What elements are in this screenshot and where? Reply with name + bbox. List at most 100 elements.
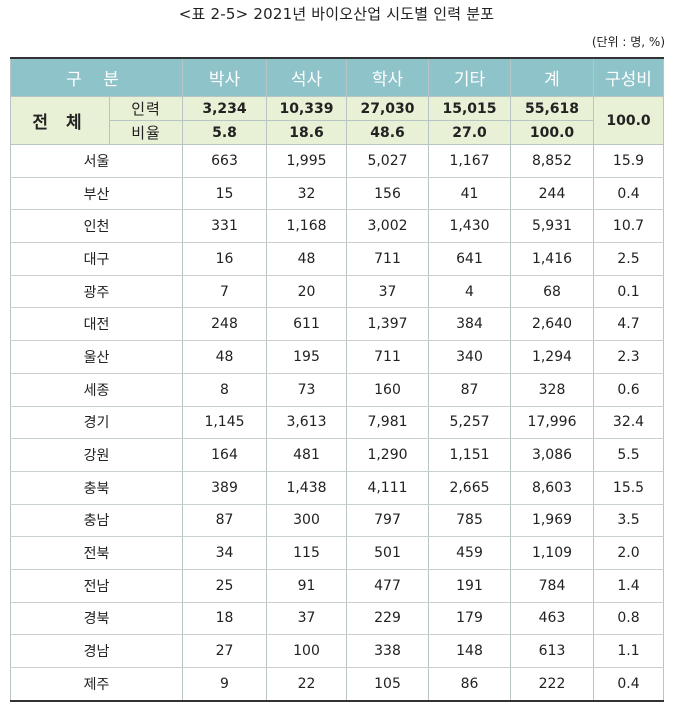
- table-cell: 0.6: [593, 372, 664, 407]
- table-cell: 222: [510, 666, 594, 702]
- table-cell: 338: [346, 634, 429, 668]
- table-cell: 229: [346, 601, 429, 636]
- header-col-total: 계: [510, 57, 594, 97]
- table-cell: 1,397: [346, 307, 429, 342]
- region-name: 충북: [10, 470, 183, 505]
- region-name: 대전: [10, 307, 183, 342]
- table-cell: 32: [266, 176, 347, 211]
- table-cell: 20: [266, 274, 347, 309]
- table-cell: 91: [266, 568, 347, 603]
- table-row: 제주 9 22 105 86 222 0.4: [10, 666, 664, 702]
- table-cell: 0.1: [593, 274, 664, 309]
- total-label: 전 체: [10, 96, 110, 145]
- header-row: 구 분 박사 석사 학사 기타 계 구성비: [10, 57, 664, 97]
- table-cell: 3,613: [266, 405, 347, 440]
- table-row: 광주 7 20 37 4 68 0.1: [10, 274, 664, 309]
- table-cell: 48: [266, 242, 347, 276]
- table-cell: 244: [510, 176, 594, 211]
- table-cell: 1,167: [428, 144, 511, 178]
- table-cell: 300: [266, 503, 347, 538]
- table-cell: 501: [346, 536, 429, 570]
- table-cell: 463: [510, 601, 594, 636]
- total-sublabel-workforce: 인력: [109, 96, 183, 121]
- table-cell: 37: [266, 601, 347, 636]
- total-cell: 55,618: [510, 96, 594, 121]
- header-col-masters: 석사: [266, 57, 347, 97]
- table-row: 강원 164 481 1,290 1,151 3,086 5.5: [10, 438, 664, 472]
- table-cell: 4: [428, 274, 511, 309]
- table-row: 부산 15 32 156 41 244 0.4: [10, 176, 664, 211]
- table-cell: 1,151: [428, 438, 511, 472]
- table-row: 울산 48 195 711 340 1,294 2.3: [10, 340, 664, 374]
- table-cell: 115: [266, 536, 347, 570]
- table-cell: 86: [428, 666, 511, 702]
- table-cell: 8,852: [510, 144, 594, 178]
- header-col-ratio: 구성비: [593, 57, 664, 97]
- header-category: 구 분: [10, 57, 183, 97]
- table-cell: 328: [510, 372, 594, 407]
- region-name: 경남: [10, 634, 183, 668]
- table-cell: 2,640: [510, 307, 594, 342]
- total-cell: 27,030: [346, 96, 429, 121]
- region-name: 세종: [10, 372, 183, 407]
- table-cell: 384: [428, 307, 511, 342]
- table-cell: 32.4: [593, 405, 664, 440]
- table-cell: 105: [346, 666, 429, 702]
- table-cell: 5,257: [428, 405, 511, 440]
- table-row: 인천 331 1,168 3,002 1,430 5,931 10.7: [10, 209, 664, 244]
- region-name: 전북: [10, 536, 183, 570]
- table-cell: 1,294: [510, 340, 594, 374]
- table-cell: 2.3: [593, 340, 664, 374]
- table-cell: 613: [510, 634, 594, 668]
- table-cell: 68: [510, 274, 594, 309]
- region-name: 충남: [10, 503, 183, 538]
- table-cell: 15.5: [593, 470, 664, 505]
- table-cell: 785: [428, 503, 511, 538]
- table-cell: 48: [182, 340, 267, 374]
- table-cell: 477: [346, 568, 429, 603]
- total-row-share: 비율 5.8 18.6 48.6 27.0 100.0: [11, 120, 664, 145]
- table-row: 충남 87 300 797 785 1,969 3.5: [10, 503, 664, 538]
- table-cell: 1.1: [593, 634, 664, 668]
- table-cell: 1,995: [266, 144, 347, 178]
- table-cell: 15: [182, 176, 267, 211]
- total-cell: 10,339: [266, 96, 347, 121]
- table-cell: 5,027: [346, 144, 429, 178]
- region-name: 부산: [10, 176, 183, 211]
- table-row: 경남 27 100 338 148 613 1.1: [10, 634, 664, 668]
- total-cell: 15,015: [428, 96, 511, 121]
- table-cell: 663: [182, 144, 267, 178]
- table-cell: 481: [266, 438, 347, 472]
- table-cell: 160: [346, 372, 429, 407]
- table-cell: 3.5: [593, 503, 664, 538]
- total-row-workforce: 전 체 인력 3,234 10,339 27,030 15,015 55,618…: [10, 96, 664, 145]
- table-cell: 711: [346, 340, 429, 374]
- table-cell: 4,111: [346, 470, 429, 505]
- total-cell: 27.0: [428, 120, 511, 145]
- table-cell: 5.5: [593, 438, 664, 472]
- table-cell: 0.4: [593, 176, 664, 211]
- table-row: 경기 1,145 3,613 7,981 5,257 17,996 32.4: [10, 405, 664, 440]
- table-cell: 73: [266, 372, 347, 407]
- table-cell: 16: [182, 242, 267, 276]
- total-cell: 48.6: [346, 120, 429, 145]
- table-cell: 179: [428, 601, 511, 636]
- table-cell: 1,109: [510, 536, 594, 570]
- table-cell: 18: [182, 601, 267, 636]
- table-cell: 17,996: [510, 405, 594, 440]
- table-cell: 87: [428, 372, 511, 407]
- table-cell: 22: [266, 666, 347, 702]
- table-row: 경북 18 37 229 179 463 0.8: [10, 601, 664, 636]
- table-cell: 25: [182, 568, 267, 603]
- total-cell: 18.6: [266, 120, 347, 145]
- table-cell: 156: [346, 176, 429, 211]
- region-rows: 서울 663 1,995 5,027 1,167 8,852 15.9 부산 15 32 156 41…: [10, 144, 664, 702]
- total-cell: 5.8: [182, 120, 267, 145]
- table-cell: 3,086: [510, 438, 594, 472]
- header-col-bachelors: 학사: [346, 57, 429, 97]
- table-row: 대구 16 48 711 641 1,416 2.5: [10, 242, 664, 276]
- table-cell: 389: [182, 470, 267, 505]
- region-name: 제주: [10, 666, 183, 702]
- table-cell: 331: [182, 209, 267, 244]
- region-name: 울산: [10, 340, 183, 374]
